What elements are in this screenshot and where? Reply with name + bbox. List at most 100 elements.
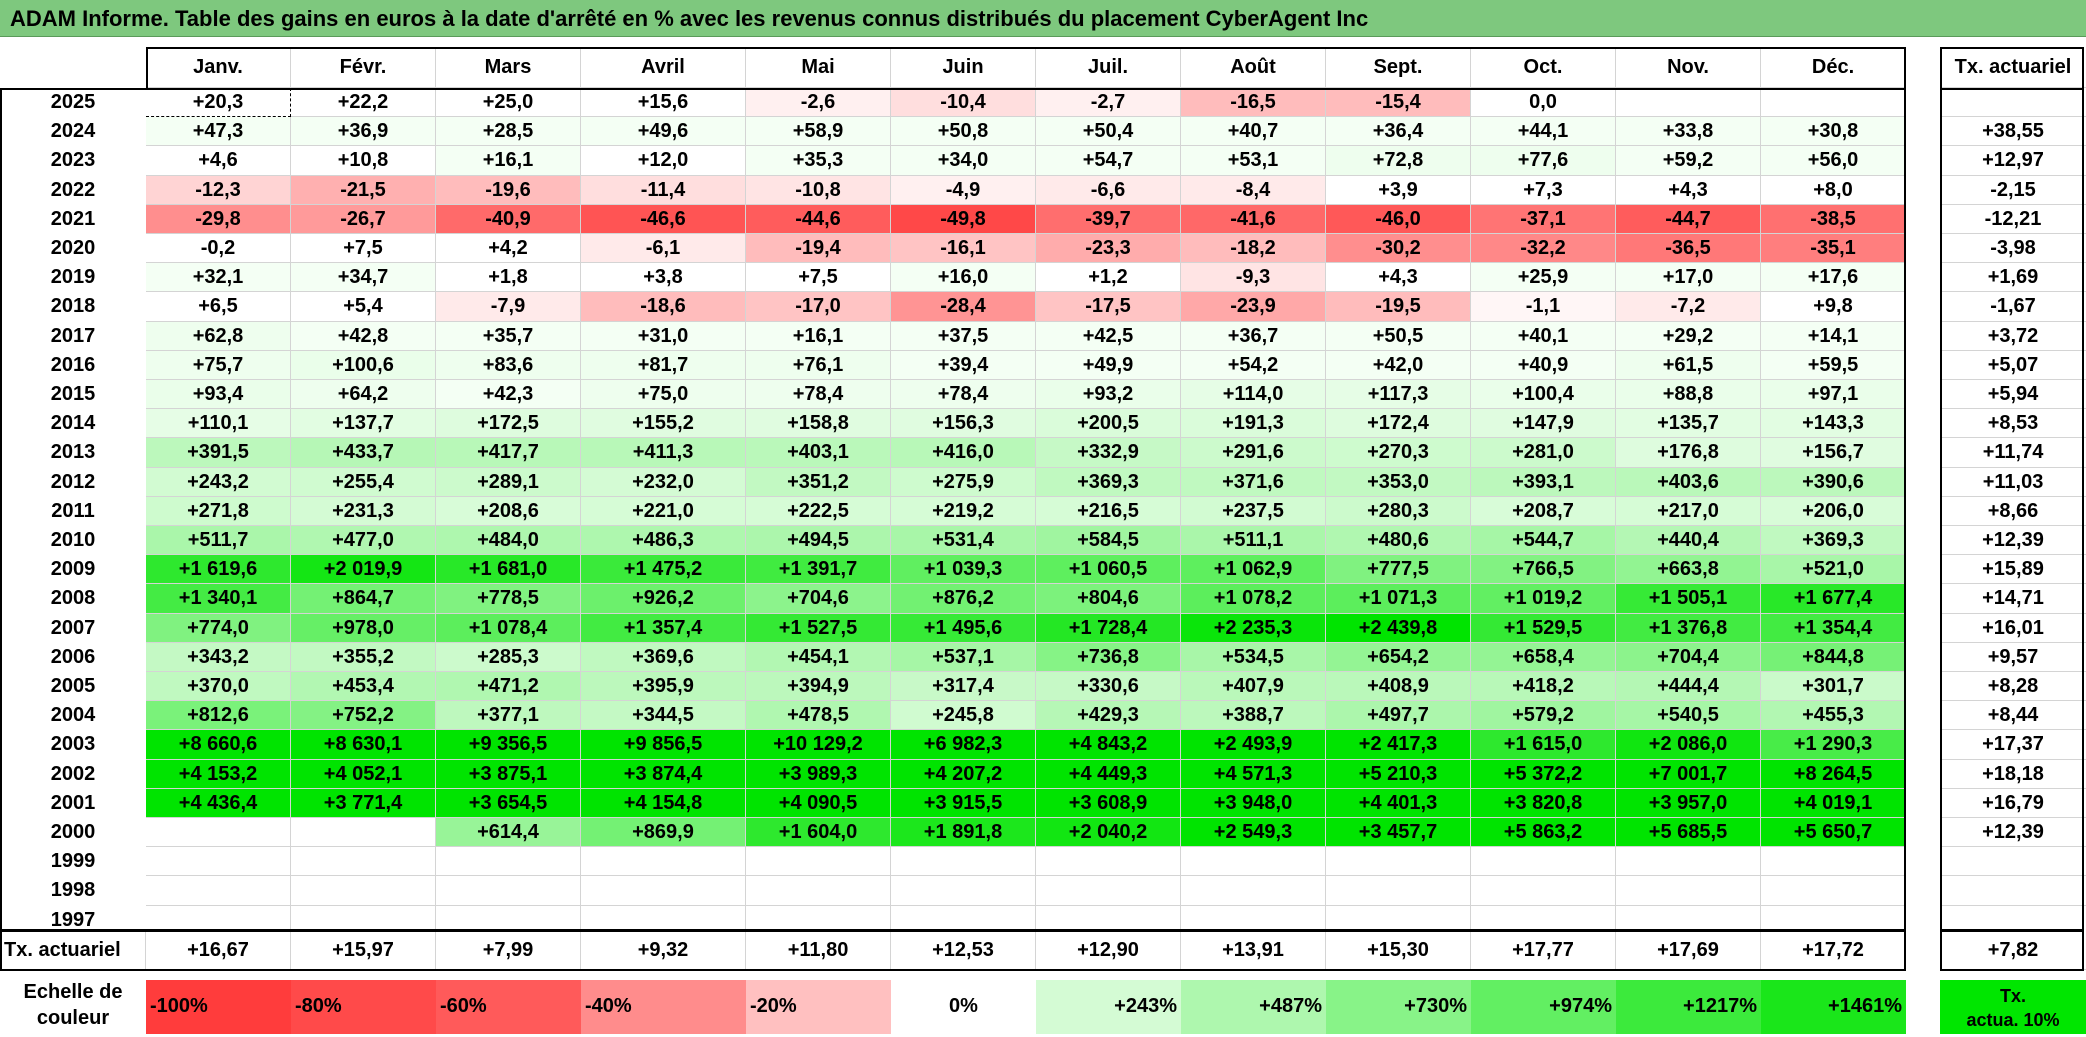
table-cell: +3 457,7 [1326, 818, 1471, 848]
table-cell [581, 876, 746, 906]
table-cell: +369,6 [581, 642, 746, 672]
table-cell: +3 820,8 [1471, 788, 1616, 818]
footer-cell: +17,77 [1471, 930, 1616, 970]
table-cell: +1 340,1 [146, 584, 291, 614]
table-cell: +1 391,7 [746, 555, 891, 585]
table-cell: +484,0 [436, 526, 581, 556]
table-cell: +53,1 [1181, 146, 1326, 176]
table-cell: +221,0 [581, 496, 746, 526]
table-cell: +100,6 [291, 350, 436, 380]
table-cell: -15,4 [1326, 88, 1471, 118]
footer-cell: +7,99 [436, 930, 581, 970]
year-label: 2024 [0, 117, 146, 147]
year-label: 2023 [0, 146, 146, 176]
table-cell: -41,6 [1181, 204, 1326, 234]
year-label: 2000 [0, 818, 146, 848]
table-cell: +22,2 [291, 88, 436, 118]
table-cell: +7,5 [746, 263, 891, 293]
table-cell: +1 062,9 [1181, 555, 1326, 585]
annual-cell: +38,55 [1940, 117, 2086, 147]
table-cell: -23,3 [1036, 234, 1181, 264]
table-cell: +6,5 [146, 292, 291, 322]
table-cell: +158,8 [746, 409, 891, 439]
table-cell: +40,1 [1471, 321, 1616, 351]
table-cell: -16,5 [1181, 88, 1326, 118]
table-cell: +77,6 [1471, 146, 1616, 176]
table-cell: +3 874,4 [581, 759, 746, 789]
table-cell: -40,9 [436, 204, 581, 234]
year-label: 1998 [0, 876, 146, 906]
table-cell: +369,3 [1761, 526, 1906, 556]
table-cell: +143,3 [1761, 409, 1906, 439]
table-cell: +54,2 [1181, 350, 1326, 380]
table-cell: +9,8 [1761, 292, 1906, 322]
table-cell: +275,9 [891, 467, 1036, 497]
table-cell [1616, 88, 1761, 118]
table-cell: +81,7 [581, 350, 746, 380]
table-cell: +4 207,2 [891, 759, 1036, 789]
table-cell: +521,0 [1761, 555, 1906, 585]
footer-cell: +17,69 [1616, 930, 1761, 970]
annual-cell: -2,15 [1940, 175, 2086, 205]
annual-cell: +5,07 [1940, 350, 2086, 380]
table-cell: +59,5 [1761, 350, 1906, 380]
table-cell: +1 891,8 [891, 818, 1036, 848]
table-cell: +534,5 [1181, 642, 1326, 672]
table-cell: +5 372,2 [1471, 759, 1616, 789]
table-cell: +377,1 [436, 701, 581, 731]
table-cell: +1 019,2 [1471, 584, 1616, 614]
table-cell: +4,3 [1326, 263, 1471, 293]
table-cell: +537,1 [891, 642, 1036, 672]
year-label: 2002 [0, 759, 146, 789]
table-cell: -10,4 [891, 88, 1036, 118]
table-cell: +978,0 [291, 613, 436, 643]
table-cell: -0,2 [146, 234, 291, 264]
table-cell: +752,2 [291, 701, 436, 731]
table-cell [436, 876, 581, 906]
year-label: 2009 [0, 555, 146, 585]
table-cell: -21,5 [291, 175, 436, 205]
table-cell: +156,7 [1761, 438, 1906, 468]
table-cell: +49,6 [581, 117, 746, 147]
table-cell: +844,8 [1761, 642, 1906, 672]
table-cell: +285,3 [436, 642, 581, 672]
table-cell: +1 357,4 [581, 613, 746, 643]
month-header: Avril [581, 47, 746, 88]
table-cell: +1,8 [436, 263, 581, 293]
annual-cell: -1,67 [1940, 292, 2086, 322]
table-cell: -2,7 [1036, 88, 1181, 118]
table-cell: +1 529,5 [1471, 613, 1616, 643]
table-cell: +222,5 [746, 496, 891, 526]
table-cell [1326, 847, 1471, 877]
table-cell: +369,3 [1036, 467, 1181, 497]
table-cell: +137,7 [291, 409, 436, 439]
year-label: 2005 [0, 672, 146, 702]
footer-cell: +17,72 [1761, 930, 1906, 970]
table-cell: +3 771,4 [291, 788, 436, 818]
month-header: Août [1181, 47, 1326, 88]
table-cell: +78,4 [891, 380, 1036, 410]
table-cell: +2 417,3 [1326, 730, 1471, 760]
table-cell: +1 619,6 [146, 555, 291, 585]
table-cell [1616, 847, 1761, 877]
table-cell: +135,7 [1616, 409, 1761, 439]
table-cell: +391,5 [146, 438, 291, 468]
table-cell: +5 863,2 [1471, 818, 1616, 848]
table-cell: +4 571,3 [1181, 759, 1326, 789]
scale-step: 0% [891, 980, 1036, 1034]
table-cell: +206,0 [1761, 496, 1906, 526]
table-cell: -17,5 [1036, 292, 1181, 322]
table-cell: +54,7 [1036, 146, 1181, 176]
table-cell: +4,6 [146, 146, 291, 176]
table-cell: +30,8 [1761, 117, 1906, 147]
year-label: 2020 [0, 234, 146, 264]
table-cell: +200,5 [1036, 409, 1181, 439]
table-cell: +444,4 [1616, 672, 1761, 702]
table-cell: +486,3 [581, 526, 746, 556]
table-cell [581, 847, 746, 877]
table-cell: +25,0 [436, 88, 581, 118]
table-cell: +433,7 [291, 438, 436, 468]
table-cell: +208,7 [1471, 496, 1616, 526]
table-cell: +2 040,2 [1036, 818, 1181, 848]
annual-cell: +5,94 [1940, 380, 2086, 410]
